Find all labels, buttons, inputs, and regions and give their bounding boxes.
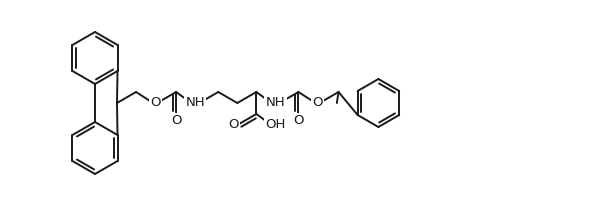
Text: O: O [293,114,304,128]
Text: OH: OH [265,119,286,131]
Text: O: O [313,97,323,109]
Text: O: O [228,119,238,131]
Text: O: O [150,97,161,109]
Text: NH: NH [185,97,205,109]
Text: NH: NH [266,97,285,109]
Text: O: O [171,114,181,128]
